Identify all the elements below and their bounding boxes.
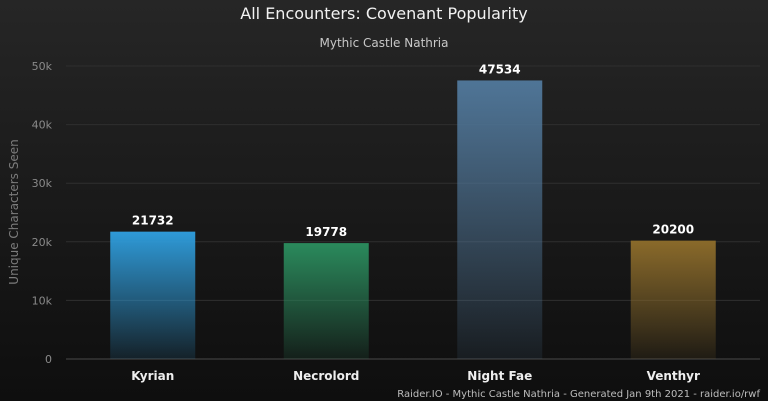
bar-0[interactable]: [110, 231, 196, 359]
data-label: 47534: [479, 62, 521, 76]
chart-subtitle: Mythic Castle Nathria: [320, 36, 449, 50]
y-tick-label: 0: [45, 353, 52, 366]
data-label: 21732: [132, 214, 174, 228]
y-tick-label: 10k: [32, 294, 53, 307]
bar-1[interactable]: [283, 243, 369, 359]
x-tick-label: Kyrian: [131, 369, 174, 383]
x-axis-labels: Kyrian Necrolord Night Fae Venthyr: [131, 369, 700, 383]
x-tick-label: Necrolord: [293, 369, 359, 383]
bars: [110, 80, 716, 360]
y-tick-label: 30k: [32, 177, 53, 190]
x-tick-label: Night Fae: [467, 369, 532, 383]
data-label: 20200: [652, 223, 694, 237]
y-axis-title: Unique Characters Seen: [7, 139, 21, 284]
x-tick-label: Venthyr: [647, 369, 700, 383]
y-axis-labels: 0 10k 20k 30k 40k 50k: [32, 60, 53, 366]
data-label: 19778: [305, 225, 347, 239]
bar-3[interactable]: [630, 240, 716, 359]
y-tick-label: 40k: [32, 119, 53, 132]
chart-title: All Encounters: Covenant Popularity: [240, 4, 527, 23]
data-labels: 21732 19778 47534 20200: [132, 62, 694, 239]
y-tick-label: 50k: [32, 60, 53, 73]
chart-credits[interactable]: Raider.IO - Mythic Castle Nathria - Gene…: [397, 389, 760, 400]
y-tick-label: 20k: [32, 236, 53, 249]
bar-2[interactable]: [457, 80, 543, 360]
